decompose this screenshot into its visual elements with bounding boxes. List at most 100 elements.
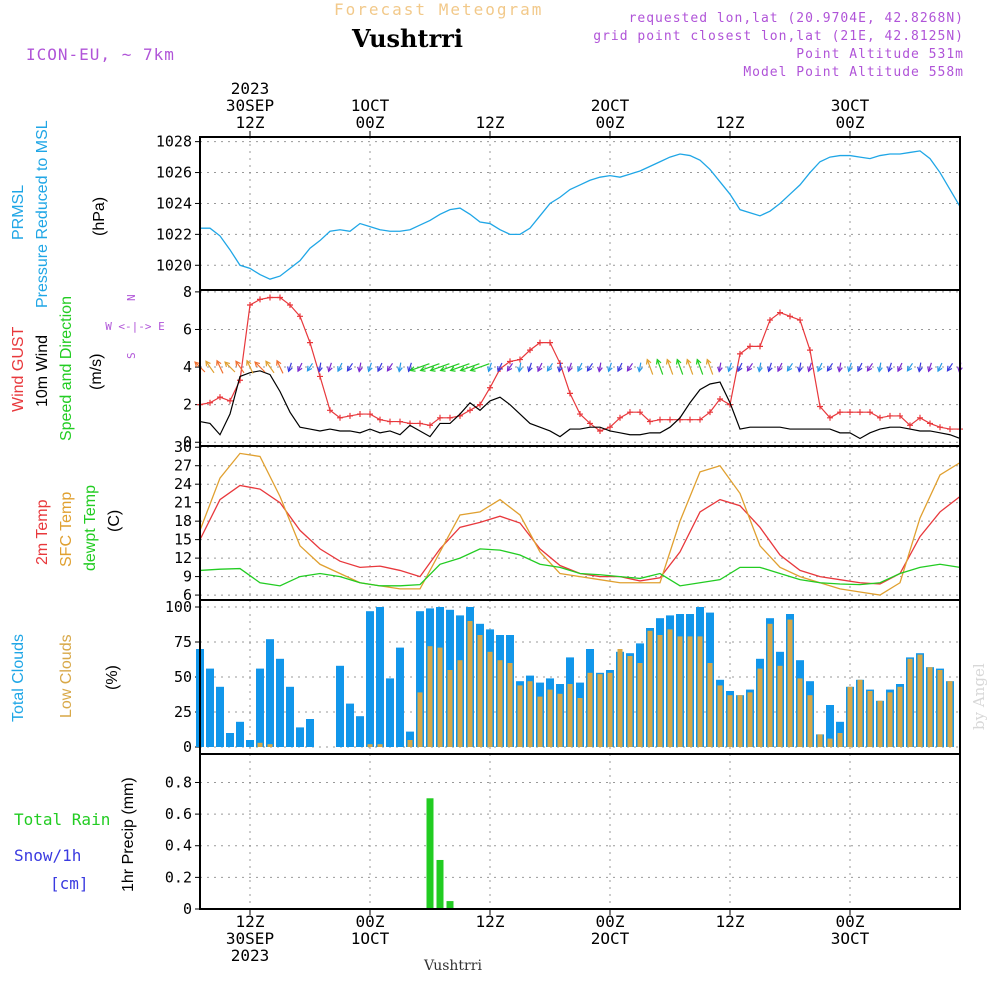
wind-direction-arrow bbox=[497, 362, 503, 373]
wind-direction-arrow bbox=[807, 362, 813, 373]
low-clouds-bar bbox=[937, 670, 943, 747]
low-clouds-bar bbox=[867, 691, 873, 747]
gust-marker bbox=[687, 416, 693, 423]
gust-marker bbox=[887, 412, 893, 419]
wind-direction-arrow-shaft bbox=[318, 362, 322, 372]
wind-direction-arrow-head bbox=[665, 358, 672, 365]
gust-marker bbox=[877, 414, 883, 421]
low-clouds-bar bbox=[667, 629, 673, 747]
bottom-time-label: 00Z bbox=[836, 912, 865, 931]
low-clouds-bar bbox=[897, 686, 903, 747]
wind-direction-arrow-shaft bbox=[224, 361, 236, 373]
wind-direction-arrow-shaft bbox=[337, 362, 343, 372]
wind-direction-arrow-head bbox=[927, 366, 933, 373]
low-clouds-bar bbox=[617, 649, 623, 747]
bottom-time-label: 1OCT bbox=[351, 929, 390, 948]
wind-direction-arrow bbox=[797, 362, 803, 373]
wind-direction-arrow bbox=[777, 362, 783, 373]
footer-station: Vushtrri bbox=[424, 958, 482, 974]
low-clouds-bar bbox=[807, 695, 813, 747]
wind-direction-arrow-shaft bbox=[328, 362, 332, 372]
wind-direction-arrow bbox=[377, 362, 383, 373]
model-altitude: Model Point Altitude 558m bbox=[743, 65, 964, 80]
wind-direction-arrow-shaft bbox=[706, 359, 714, 375]
wind-direction-arrow-head bbox=[246, 359, 252, 366]
wind-direction-arrow-head bbox=[937, 366, 943, 373]
y-tick-label: 0 bbox=[183, 433, 192, 451]
wind-direction-arrow-shaft bbox=[946, 362, 954, 372]
gust-marker bbox=[247, 302, 253, 309]
wind-direction-arrow bbox=[946, 362, 954, 372]
wind-direction-arrow bbox=[357, 362, 363, 373]
gust-marker bbox=[377, 416, 383, 423]
bottom-time-label: 12Z bbox=[716, 912, 745, 931]
wind-direction-arrow-head bbox=[449, 366, 456, 372]
wind-direction-arrow-shaft bbox=[656, 359, 664, 375]
y-tick-label: 1026 bbox=[156, 164, 192, 182]
wind-10m-label: 10m Wind bbox=[34, 334, 51, 407]
wind-direction-arrow-shaft bbox=[728, 362, 732, 372]
gust-marker bbox=[367, 411, 373, 418]
temp-dewpt-label: dewpt Temp bbox=[82, 485, 99, 571]
gust-marker bbox=[777, 309, 783, 316]
wind-direction-arrow bbox=[737, 362, 743, 373]
bottom-time-label: 3OCT bbox=[831, 929, 870, 948]
low-clouds-bar bbox=[637, 663, 643, 747]
low-clouds-bar bbox=[887, 692, 893, 747]
snow-unit-label: [cm] bbox=[50, 874, 89, 893]
top-time-label: 00Z bbox=[356, 113, 385, 132]
wind-direction-arrow bbox=[626, 362, 634, 372]
y-tick-label: 30 bbox=[174, 438, 192, 456]
top-time-label: 2023 bbox=[231, 79, 270, 98]
rain-bar bbox=[446, 901, 454, 909]
wind-direction-arrow-head bbox=[917, 366, 923, 373]
clouds-unit: (%) bbox=[104, 665, 121, 690]
wind-direction-arrow-shaft bbox=[666, 359, 674, 375]
wind-direction-arrow-shaft bbox=[568, 362, 572, 372]
wind-direction-arrow bbox=[897, 362, 903, 373]
rain-bar bbox=[426, 798, 434, 909]
wind-direction-arrow-head bbox=[807, 366, 813, 373]
gust-marker bbox=[507, 358, 513, 365]
low-clouds-bar bbox=[707, 663, 713, 747]
wind-direction-arrow-head bbox=[727, 366, 733, 373]
gust-marker bbox=[807, 347, 813, 354]
low-clouds-bar bbox=[557, 693, 563, 747]
wind-direction-arrow-head bbox=[346, 365, 353, 372]
gust-marker bbox=[627, 409, 633, 416]
wind-direction-arrow-head bbox=[746, 365, 753, 372]
wind-direction-arrow bbox=[537, 362, 543, 373]
top-time-label: 12Z bbox=[476, 113, 505, 132]
wind-direction-arrow bbox=[906, 362, 914, 372]
gust-marker bbox=[517, 356, 523, 363]
wind-direction-arrow bbox=[655, 358, 664, 375]
wind-direction-arrow-head bbox=[737, 366, 743, 373]
gust-marker bbox=[867, 409, 873, 416]
wind-direction-arrow-shaft bbox=[470, 363, 490, 372]
wind-direction-arrow-shaft bbox=[450, 363, 470, 372]
low-clouds-bar bbox=[437, 647, 443, 747]
wind-direction-arrow-shaft bbox=[888, 362, 892, 372]
total-clouds-bar bbox=[346, 703, 354, 747]
wind-direction-arrow-head bbox=[317, 366, 323, 373]
top-time-label: 30SEP bbox=[226, 96, 274, 115]
wind-direction-arrow-head bbox=[685, 358, 692, 365]
wind-direction-arrow-head bbox=[897, 366, 903, 373]
wind-direction-arrow-shaft bbox=[506, 362, 514, 372]
low-clouds-bar bbox=[767, 623, 773, 747]
low-clouds-bar bbox=[717, 685, 723, 747]
low-clouds-bar bbox=[747, 692, 753, 747]
wind-direction-arrow bbox=[506, 362, 514, 372]
wind-direction-arrow bbox=[397, 362, 403, 373]
wind-direction-arrow bbox=[586, 362, 594, 372]
wind-direction-arrow-head bbox=[675, 358, 682, 365]
wind-dir-label: Speed and Direction bbox=[58, 296, 75, 441]
pressure-label-a: PRMSL bbox=[10, 184, 27, 240]
wind-direction-arrow bbox=[386, 362, 394, 372]
top-time-label: 12Z bbox=[236, 113, 265, 132]
wind-direction-arrow-shaft bbox=[848, 362, 852, 372]
wind-direction-arrow-head bbox=[429, 366, 436, 372]
wind-direction-arrow-head bbox=[877, 366, 883, 373]
wind-gust-label: Wind GUST bbox=[10, 326, 27, 412]
wind-direction-arrow bbox=[695, 358, 704, 375]
